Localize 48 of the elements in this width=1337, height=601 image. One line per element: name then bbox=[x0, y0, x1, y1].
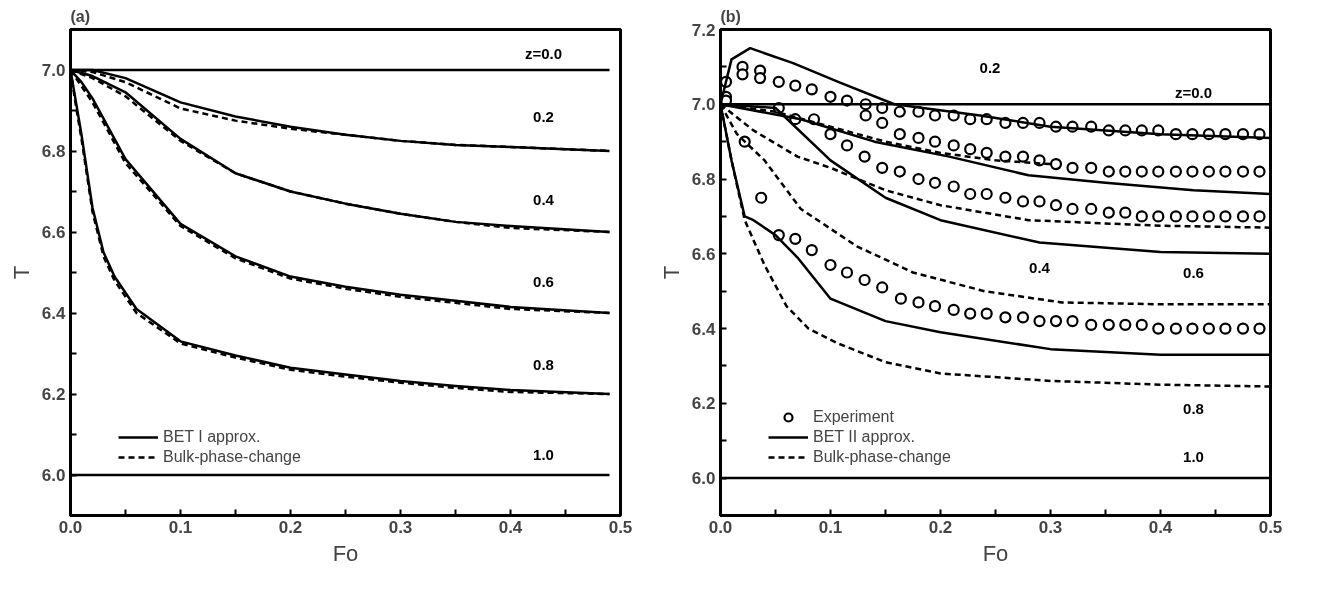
chart-title: (b) bbox=[720, 7, 741, 25]
y-tick-label: 6.4 bbox=[41, 304, 67, 323]
annotation: 0.6 bbox=[1183, 263, 1204, 281]
legend-label: Experiment bbox=[813, 408, 894, 426]
y-tick-label: 7.2 bbox=[691, 20, 716, 40]
y-tick-label: 6.2 bbox=[691, 394, 716, 414]
y-axis-title: T bbox=[658, 265, 684, 280]
annotation: 0.6 bbox=[533, 273, 554, 291]
annotation: 1.0 bbox=[533, 445, 554, 463]
y-tick-label: 6.8 bbox=[41, 142, 66, 161]
y-tick-label: 6.0 bbox=[41, 466, 66, 485]
legend-label: Bulk-phase-change bbox=[813, 448, 951, 466]
annotation: 0.2 bbox=[979, 59, 1001, 77]
x-tick-label: 0.0 bbox=[58, 517, 83, 537]
x-tick-label: 0.0 bbox=[708, 517, 733, 537]
annotation: 0.4 bbox=[533, 190, 555, 208]
y-tick-label: 6.4 bbox=[691, 319, 717, 339]
annotation: z=0.0 bbox=[524, 45, 563, 63]
y-tick-label: 6.6 bbox=[41, 223, 66, 242]
y-tick-label: 6.2 bbox=[41, 385, 66, 404]
y-tick-label: 7.0 bbox=[41, 61, 66, 80]
y-tick-label: 6.6 bbox=[691, 244, 716, 264]
x-tick-label: 0.1 bbox=[818, 517, 843, 537]
annotation: 0.8 bbox=[1183, 399, 1204, 417]
annotation: 0.8 bbox=[533, 355, 554, 373]
x-axis-title: Fo bbox=[982, 540, 1009, 566]
y-axis-title: T bbox=[8, 265, 34, 280]
legend-label: BET I approx. bbox=[163, 428, 261, 446]
annotation: 0.2 bbox=[533, 107, 554, 125]
annotation: 1.0 bbox=[1183, 448, 1204, 466]
chart-title: (a) bbox=[70, 7, 91, 25]
x-tick-label: 0.3 bbox=[1038, 517, 1063, 537]
x-axis-title: Fo bbox=[332, 540, 359, 566]
y-tick-label: 6.8 bbox=[691, 170, 716, 190]
annotation: 0.4 bbox=[1029, 258, 1051, 276]
x-tick-label: 0.4 bbox=[1148, 517, 1173, 537]
x-tick-label: 0.1 bbox=[168, 517, 193, 537]
x-tick-label: 0.5 bbox=[608, 517, 633, 537]
x-tick-label: 0.3 bbox=[388, 517, 413, 537]
y-tick-label: 7.0 bbox=[691, 95, 716, 115]
legend-label: BET II approx. bbox=[813, 428, 915, 446]
x-tick-label: 0.2 bbox=[928, 517, 953, 537]
x-tick-label: 0.4 bbox=[498, 517, 523, 537]
legend-label: Bulk-phase-change bbox=[163, 448, 301, 466]
annotation: z=0.0 bbox=[1174, 84, 1213, 102]
x-tick-label: 0.2 bbox=[278, 517, 303, 537]
y-tick-label: 6.0 bbox=[691, 469, 716, 489]
x-tick-label: 0.5 bbox=[1258, 517, 1283, 537]
